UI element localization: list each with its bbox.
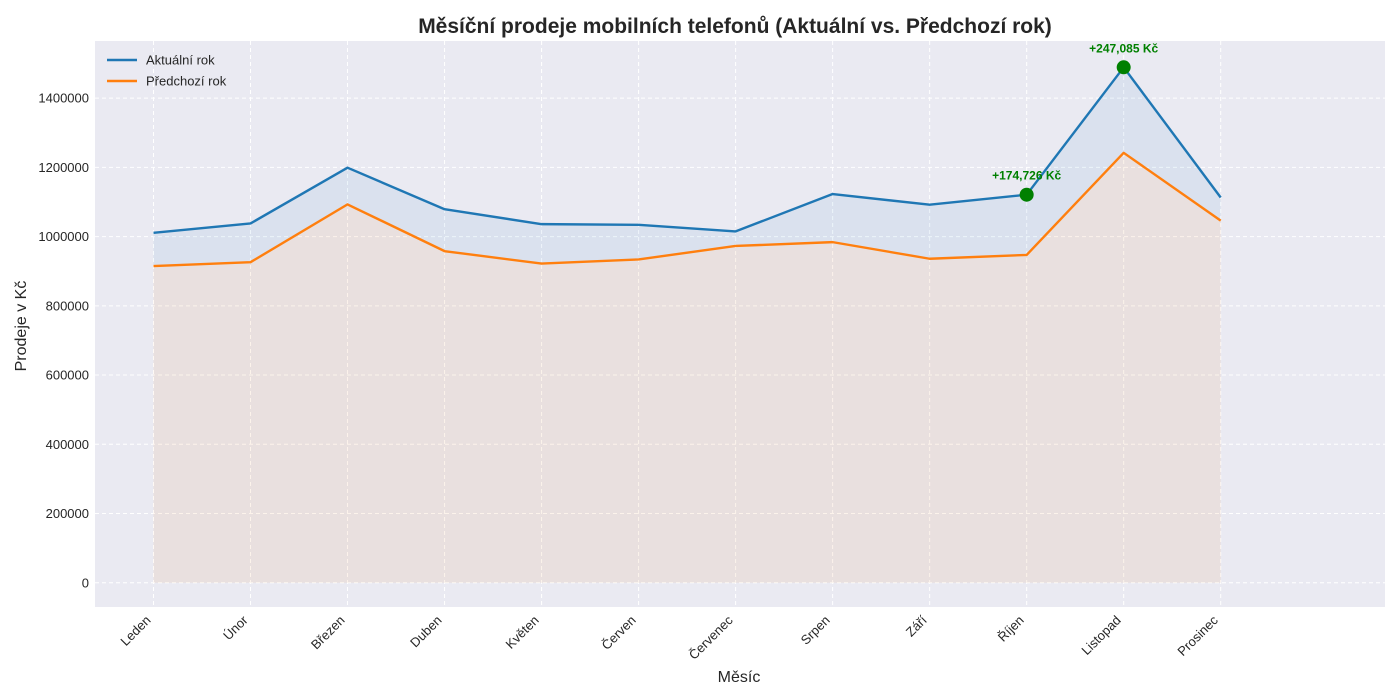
annotations: +174,726 Kč +247,085 Kč	[992, 41, 1159, 202]
y-tick-label: 0	[82, 575, 89, 590]
legend: Aktuální rok Předchozí rok	[107, 53, 227, 89]
y-tick-label: 1200000	[38, 160, 89, 175]
x-tick-label: Listopad	[1078, 613, 1123, 658]
annotation-label: +174,726 Kč	[992, 169, 1061, 183]
legend-label: Aktuální rok	[146, 53, 215, 68]
chart-title: Měsíční prodeje mobilních telefonů (Aktu…	[418, 15, 1052, 38]
annotation-marker	[1019, 187, 1034, 202]
annotation-label: +247,085 Kč	[1089, 41, 1158, 55]
x-tick-label: Červenec	[686, 612, 736, 662]
x-tick-labels: Leden Únor Březen Duben Květen Červen Červenec…	[117, 612, 1221, 662]
x-tick-label: Srpen	[798, 613, 833, 648]
y-tick-label: 200000	[46, 506, 89, 521]
x-tick-label: Březen	[308, 613, 348, 653]
y-tick-label: 600000	[46, 368, 89, 383]
area-fill-previous-year	[153, 152, 1221, 583]
series-line-current-year	[153, 66, 1222, 234]
series-line-previous-year	[153, 151, 1222, 268]
x-tick-label: Říjen	[995, 613, 1027, 645]
area-fills	[153, 67, 1221, 583]
grid	[95, 41, 1385, 607]
x-tick-label: Květen	[502, 613, 541, 652]
x-tick-label: Únor	[220, 612, 251, 643]
y-axis-label: Prodeje v Kč	[13, 281, 30, 372]
x-axis-label: Měsíc	[718, 669, 761, 686]
x-tick-label: Prosinec	[1174, 612, 1221, 659]
x-tick-label: Duben	[407, 613, 445, 651]
area-fill-difference	[153, 67, 1221, 267]
annotation-marker	[1116, 60, 1131, 75]
plot-area	[95, 41, 1385, 607]
y-tick-label: 1000000	[38, 229, 89, 244]
y-tick-label: 800000	[46, 298, 89, 313]
y-tick-label: 400000	[46, 437, 89, 452]
legend-label: Předchozí rok	[146, 74, 227, 89]
x-tick-label: Leden	[117, 613, 153, 649]
y-tick-label: 1400000	[38, 91, 89, 106]
series-lines	[153, 66, 1222, 268]
x-tick-label: Červen	[598, 613, 638, 653]
x-tick-label: Září	[903, 612, 930, 639]
y-tick-labels: 0 200000 400000 600000 800000 1000000 1200000 1…	[38, 91, 89, 591]
